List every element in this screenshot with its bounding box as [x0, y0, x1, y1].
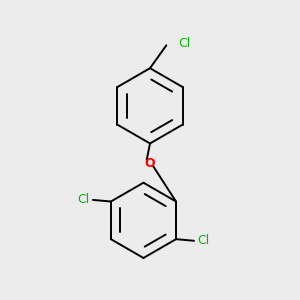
Text: O: O — [145, 157, 155, 169]
Text: Cl: Cl — [77, 194, 90, 206]
Text: Cl: Cl — [197, 234, 210, 247]
Text: Cl: Cl — [178, 37, 190, 50]
